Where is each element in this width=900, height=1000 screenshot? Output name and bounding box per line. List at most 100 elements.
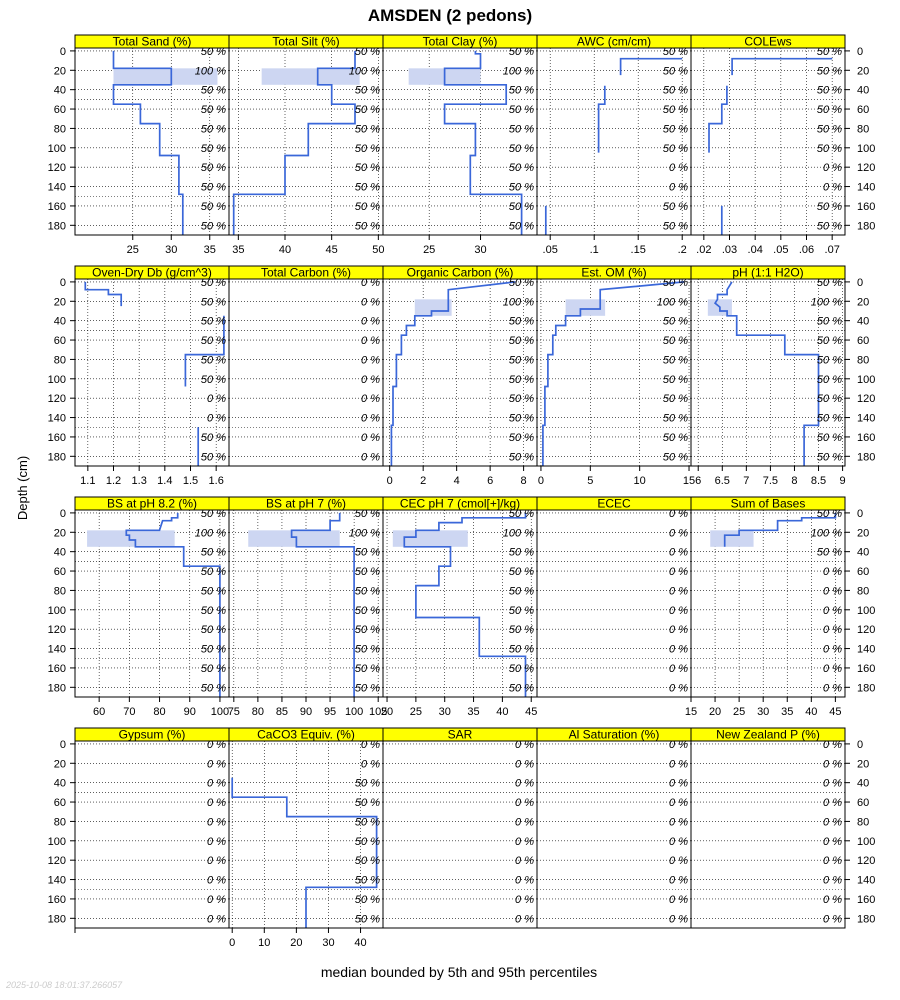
percent-label: 0 %	[823, 624, 842, 636]
y-tick-label: 160	[48, 201, 66, 213]
x-tick-label: .02	[696, 244, 711, 256]
x-tick-label: 35	[204, 244, 216, 256]
x-axis-caption: median bounded by 5th and 95th percentil…	[321, 964, 597, 980]
panel: BS at pH 8.2 (%) 50 % 100 % 50 % 50 % 50 % 50 …	[74, 496, 230, 718]
y-tick-label: 0	[60, 508, 66, 520]
y-tick-label: 80	[54, 816, 66, 828]
y-tick-label: 60	[54, 566, 66, 578]
percent-label: 50 %	[509, 85, 534, 97]
percent-label: 50 %	[355, 644, 380, 656]
panel-frame	[690, 47, 846, 236]
percent-label: 0 %	[361, 758, 380, 770]
percent-label: 0 %	[669, 797, 688, 809]
percent-label: 50 %	[201, 201, 226, 213]
x-tick-label: 75	[228, 706, 240, 718]
percent-label: 50 %	[355, 913, 380, 925]
percent-label: 50 %	[509, 104, 534, 116]
timestamp: 2025-10-08 18:01:37.266057	[5, 980, 123, 990]
percent-label: 50 %	[201, 451, 226, 463]
percent-label: 50 %	[201, 432, 226, 444]
y-tick-label: 160	[857, 432, 875, 444]
percent-label: 0 %	[823, 797, 842, 809]
median-line	[112, 50, 184, 235]
percent-label: 50 %	[509, 547, 534, 559]
y-tick-label: 140	[48, 413, 66, 425]
y-tick-label: 140	[48, 644, 66, 656]
percent-label: 50 %	[509, 335, 534, 347]
median-line	[708, 85, 728, 153]
y-tick-label: 120	[48, 855, 66, 867]
y-tick-label: 180	[48, 451, 66, 463]
percent-label: 50 %	[817, 104, 842, 116]
percent-label: 0 %	[361, 451, 380, 463]
panel: Total Carbon (%) 0 % 0 % 0 % 0 % 0 % 0 % 0 % 0 %…	[228, 265, 384, 467]
y-tick-label: 20	[54, 296, 66, 308]
percent-label: 50 %	[201, 182, 226, 194]
percent-label: 0 %	[361, 316, 380, 328]
percent-label: 0 %	[361, 432, 380, 444]
y-tick-label: 160	[48, 663, 66, 675]
y-tick-label: 40	[54, 85, 66, 97]
percent-label: 100 %	[811, 296, 842, 308]
median-line	[184, 315, 225, 387]
percent-label: 50 %	[355, 585, 380, 597]
percent-label: 50 %	[355, 162, 380, 174]
percent-label: 0 %	[669, 644, 688, 656]
x-tick-label: 1.3	[132, 475, 147, 487]
percent-label: 0 %	[669, 875, 688, 887]
panel: Oven-Dry Db (g/cm^3)50 %50 %50 %50 %50 %…	[74, 265, 230, 487]
percent-label: 0 %	[207, 758, 226, 770]
y-tick-label: 80	[857, 123, 869, 135]
x-tick-label: 15	[685, 706, 697, 718]
percent-label: 50 %	[663, 220, 688, 232]
percent-label: 0 %	[669, 508, 688, 520]
y-tick-label: 140	[857, 182, 875, 194]
percent-label: 0 %	[207, 875, 226, 887]
x-tick-label: 80	[252, 706, 264, 718]
x-tick-label: 1.6	[209, 475, 224, 487]
percent-label: 50 %	[355, 547, 380, 559]
y-tick-label: 100	[48, 143, 66, 155]
percent-label: 0 %	[823, 585, 842, 597]
panel-strip-label: AWC (cm/cm)	[577, 35, 651, 49]
percent-label: 0 %	[823, 836, 842, 848]
y-tick-label: 100	[857, 143, 875, 155]
panel-frame	[690, 278, 846, 467]
x-tick-label: 5	[587, 475, 593, 487]
y-tick-label: 100	[857, 836, 875, 848]
y-tick-label: 160	[48, 432, 66, 444]
percent-label: 0 %	[669, 778, 688, 790]
percent-label: 50 %	[509, 644, 534, 656]
x-tick-label: .1	[590, 244, 599, 256]
y-tick-label: 180	[48, 913, 66, 925]
percent-label: 50 %	[201, 85, 226, 97]
x-tick-label: .04	[748, 244, 763, 256]
percent-label: 50 %	[355, 663, 380, 675]
percent-label: 50 %	[817, 508, 842, 520]
percent-label: 50 %	[355, 46, 380, 58]
x-tick-label: 80	[153, 706, 165, 718]
y-tick-label: 160	[857, 663, 875, 675]
panel: Organic Carbon (%)50 %100 %50 %50 %50 %5…	[382, 265, 538, 487]
panel: Gypsum (%) 0 % 0 % 0 % 0 % 0 % 0 % 0 % 0 % 0 % 0 %	[74, 727, 230, 933]
y-tick-label: 180	[48, 220, 66, 232]
x-tick-label: 1.5	[183, 475, 198, 487]
panel-frame	[228, 278, 384, 467]
percent-label: 50 %	[201, 624, 226, 636]
y-tick-label: 140	[857, 644, 875, 656]
median-line	[290, 512, 355, 697]
x-tick-label: 90	[184, 706, 196, 718]
x-tick-label: 1.4	[157, 475, 172, 487]
percent-label: 0 %	[515, 875, 534, 887]
percent-label: 50 %	[817, 374, 842, 386]
percent-label: 50 %	[201, 220, 226, 232]
y-tick-label: 0	[60, 46, 66, 58]
x-tick-label: 20	[290, 937, 302, 949]
y-tick-label: 140	[48, 875, 66, 887]
panel: BS at pH 7 (%) 50 % 100 % 50 % 50 % 50 % 50 % 5…	[228, 496, 387, 718]
y-tick-label: 100	[48, 374, 66, 386]
percent-label: 0 %	[823, 739, 842, 751]
percent-label: 50 %	[817, 413, 842, 425]
percent-label: 50 %	[663, 374, 688, 386]
